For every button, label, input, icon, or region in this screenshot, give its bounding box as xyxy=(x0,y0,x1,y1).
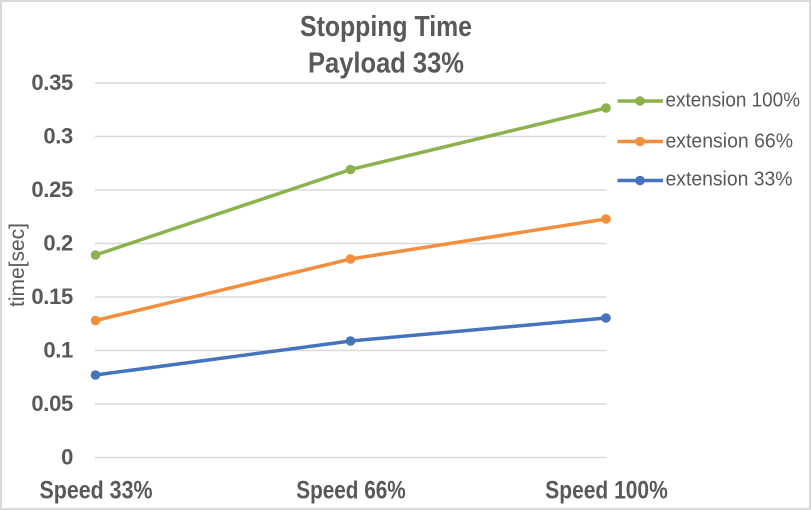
svg-text:0.3: 0.3 xyxy=(43,124,73,149)
svg-text:0.05: 0.05 xyxy=(31,391,73,416)
svg-text:0.25: 0.25 xyxy=(31,177,73,202)
svg-text:0.1: 0.1 xyxy=(43,338,73,363)
svg-text:extension 33%: extension 33% xyxy=(666,169,793,191)
svg-text:time[sec]: time[sec] xyxy=(6,223,29,307)
svg-text:0.2: 0.2 xyxy=(43,231,73,256)
svg-text:Speed 33%: Speed 33% xyxy=(40,477,153,505)
svg-text:Stopping Time: Stopping Time xyxy=(300,11,472,43)
svg-text:0.15: 0.15 xyxy=(31,284,73,309)
svg-text:extension 66%: extension 66% xyxy=(666,131,794,153)
svg-text:Payload 33%: Payload 33% xyxy=(308,47,464,79)
svg-text:0.35: 0.35 xyxy=(31,70,73,95)
svg-text:Speed 100%: Speed 100% xyxy=(545,477,668,505)
svg-text:0: 0 xyxy=(61,445,73,470)
svg-text:extension 100%: extension 100% xyxy=(666,90,801,112)
svg-text:Speed 66%: Speed 66% xyxy=(296,477,406,505)
